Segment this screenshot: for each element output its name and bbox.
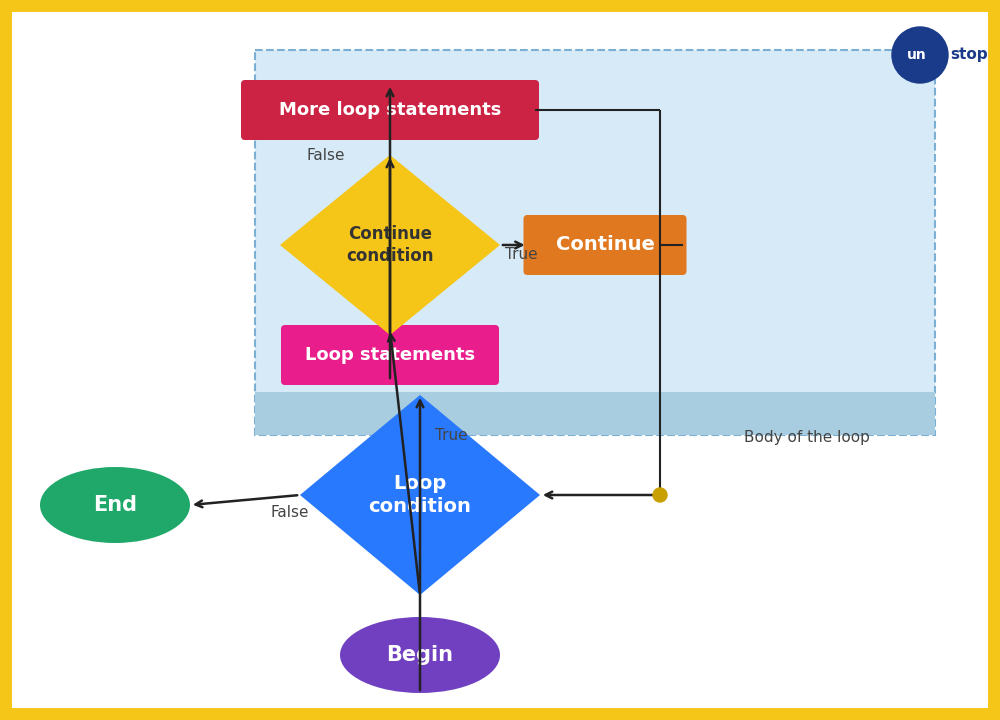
Polygon shape bbox=[300, 395, 540, 595]
Text: Continue
condition: Continue condition bbox=[346, 225, 434, 265]
Polygon shape bbox=[280, 155, 500, 335]
Text: un: un bbox=[907, 48, 927, 62]
FancyBboxPatch shape bbox=[241, 80, 539, 140]
Text: Loop
condition: Loop condition bbox=[369, 474, 471, 516]
Text: True: True bbox=[435, 428, 468, 443]
Text: More loop statements: More loop statements bbox=[279, 101, 501, 119]
FancyBboxPatch shape bbox=[255, 50, 935, 435]
Circle shape bbox=[653, 488, 667, 502]
Text: Body of the loop: Body of the loop bbox=[744, 430, 870, 445]
Text: False: False bbox=[270, 505, 308, 520]
Text: stop: stop bbox=[950, 48, 988, 63]
Text: Begin: Begin bbox=[386, 645, 454, 665]
Ellipse shape bbox=[40, 467, 190, 543]
FancyBboxPatch shape bbox=[281, 325, 499, 385]
FancyBboxPatch shape bbox=[255, 392, 935, 435]
Text: True: True bbox=[505, 247, 538, 262]
FancyBboxPatch shape bbox=[5, 5, 995, 715]
Text: Loop statements: Loop statements bbox=[305, 346, 475, 364]
Text: False: False bbox=[306, 148, 345, 163]
FancyBboxPatch shape bbox=[524, 215, 686, 275]
Circle shape bbox=[892, 27, 948, 83]
Text: End: End bbox=[93, 495, 137, 515]
Ellipse shape bbox=[340, 617, 500, 693]
Text: Continue: Continue bbox=[556, 235, 654, 254]
